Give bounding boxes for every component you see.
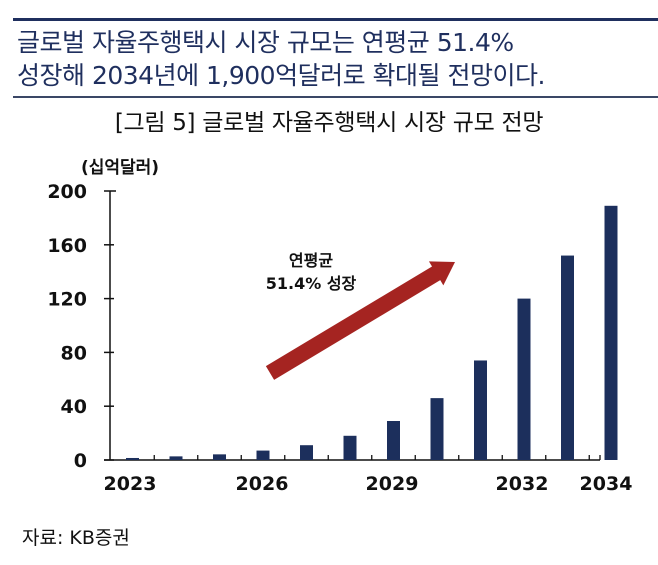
- x-tick-label-2029: 2029: [366, 473, 419, 495]
- bar-2027: [300, 445, 313, 460]
- y-tick-label: 0: [74, 450, 87, 472]
- annotation-line-2: 51.4% 성장: [266, 274, 357, 293]
- growth-arrow-icon: [265, 261, 456, 380]
- headline-line-1: 글로벌 자율주행택시 시장 규모는 연평균 51.4%: [17, 28, 514, 57]
- bar-2026: [256, 450, 270, 460]
- bar-2032: [517, 298, 531, 460]
- y-axis-unit-label: (십억달러): [81, 157, 159, 178]
- y-tick-label: 200: [47, 181, 87, 203]
- y-tick-label: 160: [47, 235, 87, 257]
- headline-line-2: 성장해 2034년에 1,900억달러로 확대될 전망이다.: [17, 61, 545, 90]
- bar-2025: [213, 454, 226, 460]
- x-tick-label-2032: 2032: [496, 473, 549, 495]
- annotation-line-1: 연평균: [289, 251, 333, 270]
- bar-2034: [604, 205, 618, 460]
- bar-2029: [387, 420, 400, 460]
- y-tick-label: 80: [61, 342, 87, 364]
- headline-top-rule: [13, 18, 658, 21]
- x-tick-label-2034: 2034: [580, 473, 633, 495]
- bar-2023: [126, 457, 139, 460]
- bar-2033: [561, 255, 574, 460]
- x-tick-label-2023: 2023: [104, 473, 157, 495]
- bar-2031: [474, 360, 487, 460]
- y-tick-label: 120: [47, 289, 87, 311]
- bar-2030: [430, 398, 444, 460]
- headline-bottom-rule: [13, 96, 658, 98]
- figure-title: [그림 5] 글로벌 자율주행택시 시장 규모 전망: [114, 110, 544, 136]
- source-note: 자료: KB증권: [22, 527, 130, 549]
- x-tick-label-2026: 2026: [236, 473, 289, 495]
- headline: 글로벌 자율주행택시 시장 규모는 연평균 51.4% 성장해 2034년에 1…: [17, 26, 657, 92]
- y-tick-label: 40: [61, 396, 87, 418]
- bar-2028: [343, 435, 357, 460]
- bar-chart: (십억달러) 0 40 80 120 160 200 2023 2026 2029 2032 2034…: [47, 157, 633, 495]
- bar-2024: [169, 456, 183, 460]
